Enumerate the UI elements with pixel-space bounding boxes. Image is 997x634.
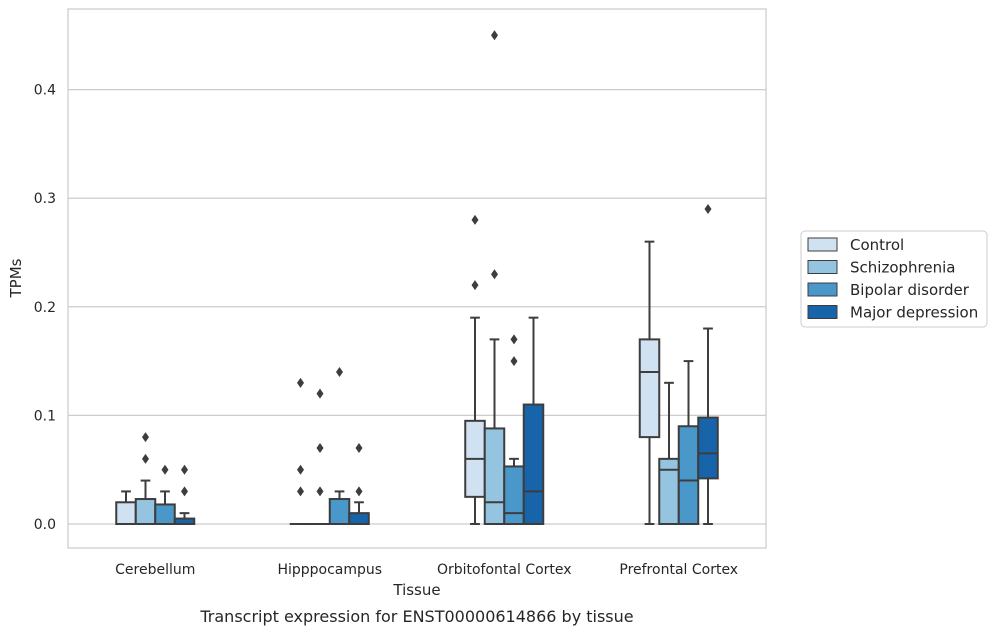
box-bipolar-disorder xyxy=(328,366,351,526)
x-tick-label: Hipppocampus xyxy=(277,562,382,578)
outlier-point xyxy=(355,442,363,453)
box-body xyxy=(658,457,680,525)
y-tick-label: 0.0 xyxy=(34,517,56,533)
legend-label: Major depression xyxy=(850,304,978,322)
outlier-point xyxy=(297,464,304,475)
legend-swatch xyxy=(807,260,838,274)
legend-label: Schizophrenia xyxy=(850,259,955,277)
outlier-point xyxy=(142,432,149,443)
outlier-point xyxy=(297,377,304,388)
y-tick-label: 0.2 xyxy=(34,300,56,316)
box-body xyxy=(134,498,157,526)
box-bipolar-disorder xyxy=(154,464,176,525)
outlier-point xyxy=(336,366,343,377)
outlier-point xyxy=(181,464,188,475)
box-schizophrenia xyxy=(309,388,331,526)
box-major-depression xyxy=(173,464,196,526)
box-control xyxy=(115,490,137,525)
box-schizophrenia xyxy=(658,381,680,525)
box-bipolar-disorder xyxy=(503,334,525,525)
outlier-point xyxy=(510,356,518,367)
x-tick-label: Prefrontal Cortex xyxy=(619,562,738,578)
outlier-point xyxy=(297,486,304,497)
plot-frame xyxy=(67,8,767,549)
box-body xyxy=(522,403,545,526)
box-body xyxy=(348,512,370,526)
outlier-point xyxy=(316,442,324,453)
outlier-point xyxy=(142,453,149,464)
legend-label: Control xyxy=(850,236,904,254)
box-body xyxy=(115,501,137,525)
legend-label: Bipolar disorder xyxy=(850,281,970,299)
outlier-point xyxy=(316,388,324,399)
y-tick-labels: 0.0 0.1 0.2 0.3 0.4 xyxy=(34,83,56,533)
box-body xyxy=(638,338,661,439)
chart-caption: Transcript expression for ENST0000061486… xyxy=(199,607,633,626)
outlier-point xyxy=(491,30,498,41)
x-tick-label: Cerebellum xyxy=(115,562,195,578)
legend-swatch xyxy=(807,305,838,319)
box-major-depression xyxy=(697,204,719,525)
y-tick-label: 0.1 xyxy=(34,408,56,424)
box-control xyxy=(638,240,661,525)
outlier-point xyxy=(161,464,169,475)
outlier-point xyxy=(704,204,712,215)
outlier-point xyxy=(491,269,498,280)
box-series-group xyxy=(115,30,719,526)
outlier-point xyxy=(471,280,479,291)
legend-swatch xyxy=(807,237,838,252)
outlier-point xyxy=(181,486,188,497)
box-body xyxy=(677,425,700,526)
x-tick-label: Orbitofontal Cortex xyxy=(437,562,572,578)
outlier-point xyxy=(316,486,324,497)
y-tick-label: 0.4 xyxy=(34,83,56,99)
outlier-point xyxy=(355,486,363,497)
box-body xyxy=(503,465,525,525)
box-schizophrenia xyxy=(134,432,157,526)
box-major-depression xyxy=(522,316,545,526)
box-control xyxy=(289,377,312,526)
y-tick-label: 0.3 xyxy=(34,191,56,207)
box-body xyxy=(483,427,506,526)
legend: Control Schizophrenia Bipolar disorder Majo… xyxy=(800,230,988,328)
box-major-depression xyxy=(348,442,370,526)
box-bipolar-disorder xyxy=(677,360,700,526)
x-tick-labels: Cerebellum Hipppocampus Orbitofontal Corte… xyxy=(115,562,738,578)
box-schizophrenia xyxy=(483,30,506,526)
box-control xyxy=(464,214,486,525)
x-axis-label: Tissue xyxy=(392,581,440,599)
legend-swatch xyxy=(807,282,838,297)
box-body xyxy=(328,498,351,526)
legend-frame xyxy=(800,230,988,328)
box-body xyxy=(154,503,176,525)
box-body xyxy=(697,416,719,480)
outlier-point xyxy=(471,214,479,225)
y-axis-label: TPMs xyxy=(7,258,25,298)
outlier-point xyxy=(510,334,518,345)
